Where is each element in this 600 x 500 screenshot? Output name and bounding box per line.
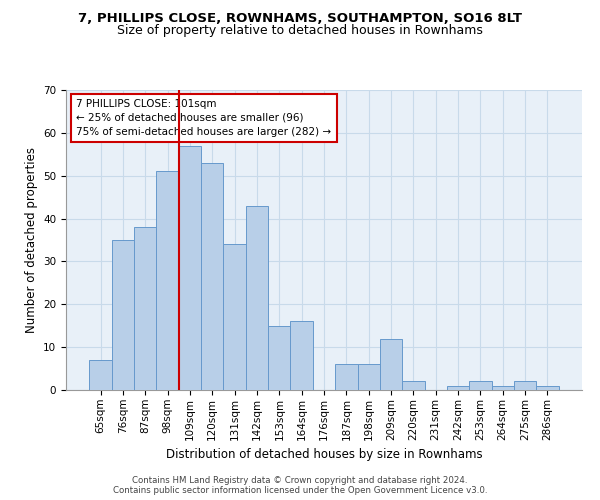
Bar xyxy=(157,172,179,390)
Bar xyxy=(223,244,246,390)
Bar xyxy=(402,382,425,390)
Bar xyxy=(89,360,112,390)
Bar xyxy=(491,386,514,390)
Bar xyxy=(134,227,157,390)
Text: 7 PHILLIPS CLOSE: 101sqm
← 25% of detached houses are smaller (96)
75% of semi-d: 7 PHILLIPS CLOSE: 101sqm ← 25% of detach… xyxy=(76,99,331,137)
Bar xyxy=(112,240,134,390)
Bar xyxy=(268,326,290,390)
Bar xyxy=(380,338,402,390)
Text: Contains public sector information licensed under the Open Government Licence v3: Contains public sector information licen… xyxy=(113,486,487,495)
Text: Size of property relative to detached houses in Rownhams: Size of property relative to detached ho… xyxy=(117,24,483,37)
Y-axis label: Number of detached properties: Number of detached properties xyxy=(25,147,38,333)
X-axis label: Distribution of detached houses by size in Rownhams: Distribution of detached houses by size … xyxy=(166,448,482,461)
Text: 7, PHILLIPS CLOSE, ROWNHAMS, SOUTHAMPTON, SO16 8LT: 7, PHILLIPS CLOSE, ROWNHAMS, SOUTHAMPTON… xyxy=(78,12,522,26)
Bar xyxy=(246,206,268,390)
Bar xyxy=(469,382,491,390)
Bar xyxy=(335,364,358,390)
Bar xyxy=(358,364,380,390)
Bar xyxy=(290,322,313,390)
Text: Contains HM Land Registry data © Crown copyright and database right 2024.: Contains HM Land Registry data © Crown c… xyxy=(132,476,468,485)
Bar xyxy=(179,146,201,390)
Bar xyxy=(536,386,559,390)
Bar xyxy=(514,382,536,390)
Bar xyxy=(201,163,223,390)
Bar xyxy=(447,386,469,390)
